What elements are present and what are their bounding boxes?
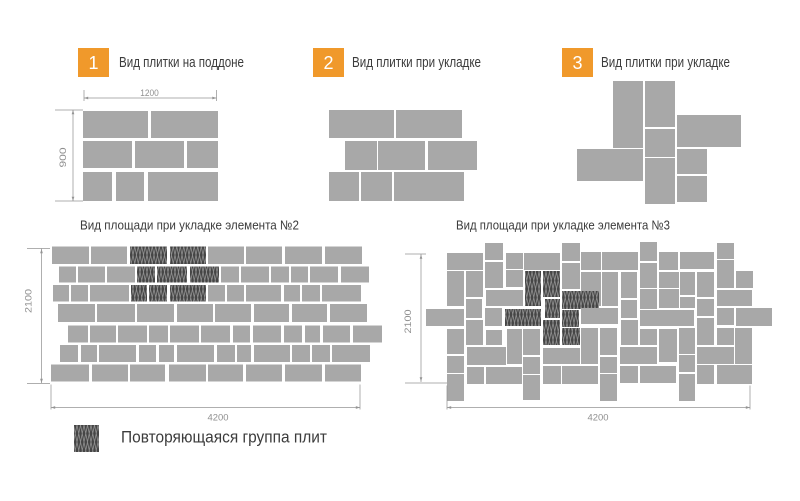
svg-text:Вид площади при укладке элемен: Вид площади при укладке элемента №2	[80, 218, 299, 233]
svg-text:2100: 2100	[403, 310, 414, 334]
svg-text:4200: 4200	[208, 413, 229, 424]
svg-text:Вид плитки при укладке: Вид плитки при укладке	[601, 54, 730, 71]
svg-text:900: 900	[58, 148, 69, 168]
svg-text:1200: 1200	[140, 88, 159, 99]
svg-text:1: 1	[88, 53, 98, 73]
svg-text:Вид плитки при укладке: Вид плитки при укладке	[352, 54, 481, 71]
svg-text:2: 2	[323, 53, 333, 73]
svg-text:2100: 2100	[24, 289, 35, 313]
svg-text:Вид плитки на поддоне: Вид плитки на поддоне	[119, 54, 244, 71]
svg-text:3: 3	[572, 53, 582, 73]
svg-text:Вид площади при укладке элемен: Вид площади при укладке элемента №3	[456, 218, 670, 233]
svg-text:4200: 4200	[588, 413, 609, 424]
svg-text:Повторяющаяся группа плит: Повторяющаяся группа плит	[121, 428, 327, 447]
